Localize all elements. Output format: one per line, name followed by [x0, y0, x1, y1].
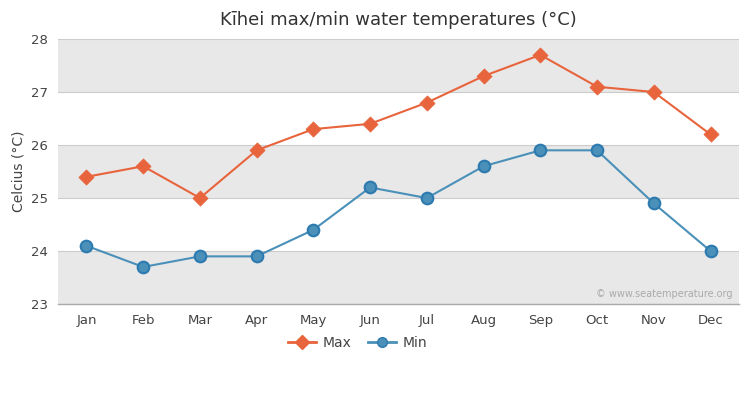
- Point: [251, 253, 262, 260]
- Point: [194, 195, 206, 201]
- Point: [80, 174, 92, 180]
- Legend: Max, Min: Max, Min: [282, 330, 433, 356]
- Text: © www.seatemperature.org: © www.seatemperature.org: [596, 289, 732, 299]
- Point: [421, 100, 433, 106]
- Point: [194, 253, 206, 260]
- Bar: [58, 92, 739, 145]
- Point: [534, 147, 546, 154]
- Point: [364, 184, 376, 191]
- Bar: [58, 145, 739, 198]
- Point: [137, 163, 149, 170]
- Point: [421, 195, 433, 201]
- Point: [648, 89, 660, 95]
- Bar: [58, 198, 739, 251]
- Point: [80, 242, 92, 249]
- Point: [534, 52, 546, 58]
- Point: [478, 73, 490, 79]
- Point: [308, 126, 320, 132]
- Point: [364, 121, 376, 127]
- Bar: [58, 251, 739, 304]
- Point: [704, 248, 716, 254]
- Point: [137, 264, 149, 270]
- Point: [308, 227, 320, 233]
- Point: [591, 147, 603, 154]
- Point: [251, 147, 262, 154]
- Point: [478, 163, 490, 170]
- Point: [648, 200, 660, 206]
- Bar: [58, 39, 739, 92]
- Point: [704, 131, 716, 138]
- Y-axis label: Celcius (°C): Celcius (°C): [11, 131, 25, 212]
- Title: Kīhei max/min water temperatures (°C): Kīhei max/min water temperatures (°C): [220, 11, 577, 29]
- Point: [591, 84, 603, 90]
